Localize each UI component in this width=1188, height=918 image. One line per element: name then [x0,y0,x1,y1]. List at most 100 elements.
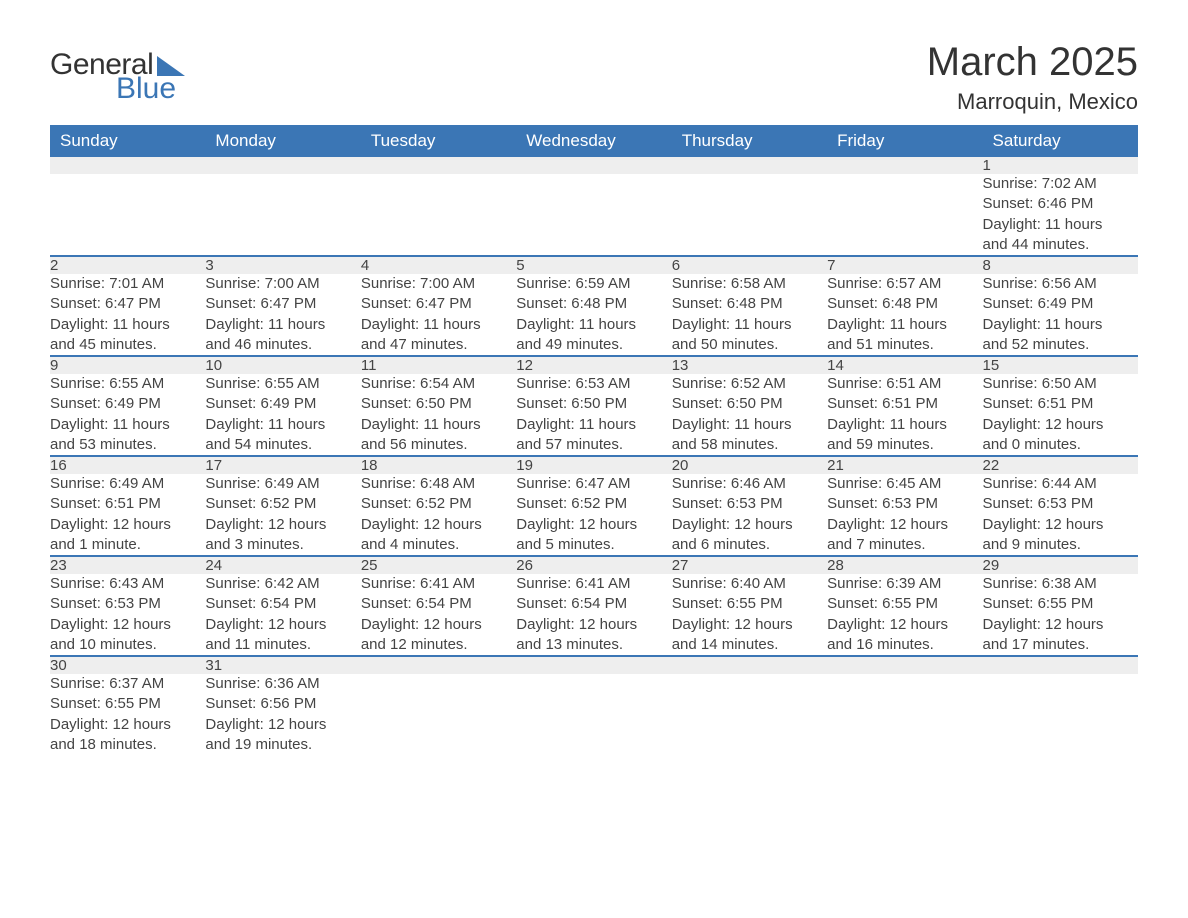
day-cell [983,674,1138,755]
daylight-text-1: Daylight: 12 hours [50,615,205,635]
sunrise-text: Sunrise: 6:57 AM [827,274,982,294]
daylight-text-1: Daylight: 11 hours [672,315,827,335]
day-number-row: 2345678 [50,256,1138,274]
day-cell: Sunrise: 6:46 AMSunset: 6:53 PMDaylight:… [672,474,827,556]
day-cell [205,174,360,256]
daylight-text-2: and 9 minutes. [983,535,1138,555]
sunset-text: Sunset: 6:50 PM [672,394,827,414]
sunset-text: Sunset: 6:49 PM [205,394,360,414]
day-cell: Sunrise: 6:36 AMSunset: 6:56 PMDaylight:… [205,674,360,755]
day-number: 30 [50,656,205,674]
day-cell: Sunrise: 6:45 AMSunset: 6:53 PMDaylight:… [827,474,982,556]
daylight-text-2: and 14 minutes. [672,635,827,655]
sunset-text: Sunset: 6:51 PM [827,394,982,414]
day-number: 18 [361,456,516,474]
sunset-text: Sunset: 6:47 PM [205,294,360,314]
day-number-row: 23242526272829 [50,556,1138,574]
sunset-text: Sunset: 6:53 PM [983,494,1138,514]
day-cell: Sunrise: 6:49 AMSunset: 6:51 PMDaylight:… [50,474,205,556]
sunrise-text: Sunrise: 6:53 AM [516,374,671,394]
daylight-text-2: and 47 minutes. [361,335,516,355]
day-number: 25 [361,556,516,574]
sunrise-text: Sunrise: 6:49 AM [205,474,360,494]
sunrise-text: Sunrise: 6:43 AM [50,574,205,594]
day-number: 13 [672,356,827,374]
logo: General Blue [50,40,185,106]
day-cell [516,174,671,256]
daylight-text-2: and 52 minutes. [983,335,1138,355]
daylight-text-2: and 54 minutes. [205,435,360,455]
day-number: 1 [983,157,1138,174]
day-number: 7 [827,256,982,274]
sunrise-text: Sunrise: 6:55 AM [205,374,360,394]
daylight-text-1: Daylight: 11 hours [50,315,205,335]
daylight-text-1: Daylight: 11 hours [516,315,671,335]
daylight-text-1: Daylight: 11 hours [361,415,516,435]
day-cell: Sunrise: 6:59 AMSunset: 6:48 PMDaylight:… [516,274,671,356]
sunrise-text: Sunrise: 6:37 AM [50,674,205,694]
day-cell [827,674,982,755]
daylight-text-1: Daylight: 12 hours [361,615,516,635]
weekday-header: Sunday [50,125,205,157]
day-number: 21 [827,456,982,474]
sunset-text: Sunset: 6:53 PM [50,594,205,614]
day-number [827,656,982,674]
day-cell: Sunrise: 6:43 AMSunset: 6:53 PMDaylight:… [50,574,205,656]
sunset-text: Sunset: 6:53 PM [827,494,982,514]
daylight-text-2: and 0 minutes. [983,435,1138,455]
weekday-header: Monday [205,125,360,157]
sunset-text: Sunset: 6:47 PM [50,294,205,314]
day-number: 24 [205,556,360,574]
daylight-text-1: Daylight: 12 hours [827,615,982,635]
day-number: 20 [672,456,827,474]
sunrise-text: Sunrise: 6:59 AM [516,274,671,294]
day-number-row: 3031 [50,656,1138,674]
day-number: 26 [516,556,671,574]
logo-text-blue: Blue [116,72,176,106]
daylight-text-2: and 49 minutes. [516,335,671,355]
daylight-text-1: Daylight: 11 hours [205,315,360,335]
sunrise-text: Sunrise: 6:51 AM [827,374,982,394]
sunrise-text: Sunrise: 6:55 AM [50,374,205,394]
day-number [983,656,1138,674]
day-data-row: Sunrise: 6:43 AMSunset: 6:53 PMDaylight:… [50,574,1138,656]
day-number: 4 [361,256,516,274]
daylight-text-2: and 58 minutes. [672,435,827,455]
sunrise-text: Sunrise: 6:36 AM [205,674,360,694]
daylight-text-1: Daylight: 11 hours [983,215,1138,235]
day-data-row: Sunrise: 6:55 AMSunset: 6:49 PMDaylight:… [50,374,1138,456]
day-cell: Sunrise: 6:40 AMSunset: 6:55 PMDaylight:… [672,574,827,656]
day-number: 16 [50,456,205,474]
day-number: 8 [983,256,1138,274]
day-number: 10 [205,356,360,374]
sunrise-text: Sunrise: 6:38 AM [983,574,1138,594]
daylight-text-2: and 45 minutes. [50,335,205,355]
daylight-text-1: Daylight: 12 hours [983,615,1138,635]
sunrise-text: Sunrise: 6:41 AM [516,574,671,594]
sunset-text: Sunset: 6:56 PM [205,694,360,714]
daylight-text-1: Daylight: 12 hours [205,615,360,635]
day-cell: Sunrise: 6:48 AMSunset: 6:52 PMDaylight:… [361,474,516,556]
daylight-text-2: and 4 minutes. [361,535,516,555]
day-cell: Sunrise: 6:44 AMSunset: 6:53 PMDaylight:… [983,474,1138,556]
day-number: 29 [983,556,1138,574]
sunset-text: Sunset: 6:49 PM [983,294,1138,314]
daylight-text-2: and 10 minutes. [50,635,205,655]
day-number: 2 [50,256,205,274]
day-number-row: 16171819202122 [50,456,1138,474]
header: General Blue March 2025 Marroquin, Mexic… [50,40,1138,115]
daylight-text-2: and 1 minute. [50,535,205,555]
day-number [516,656,671,674]
daylight-text-2: and 17 minutes. [983,635,1138,655]
sunset-text: Sunset: 6:48 PM [672,294,827,314]
daylight-text-1: Daylight: 12 hours [672,615,827,635]
sunset-text: Sunset: 6:46 PM [983,194,1138,214]
sunset-text: Sunset: 6:48 PM [827,294,982,314]
daylight-text-2: and 16 minutes. [827,635,982,655]
day-number: 28 [827,556,982,574]
day-cell: Sunrise: 6:41 AMSunset: 6:54 PMDaylight:… [361,574,516,656]
sunrise-text: Sunrise: 7:00 AM [361,274,516,294]
day-cell: Sunrise: 6:55 AMSunset: 6:49 PMDaylight:… [205,374,360,456]
daylight-text-1: Daylight: 12 hours [827,515,982,535]
sunset-text: Sunset: 6:49 PM [50,394,205,414]
